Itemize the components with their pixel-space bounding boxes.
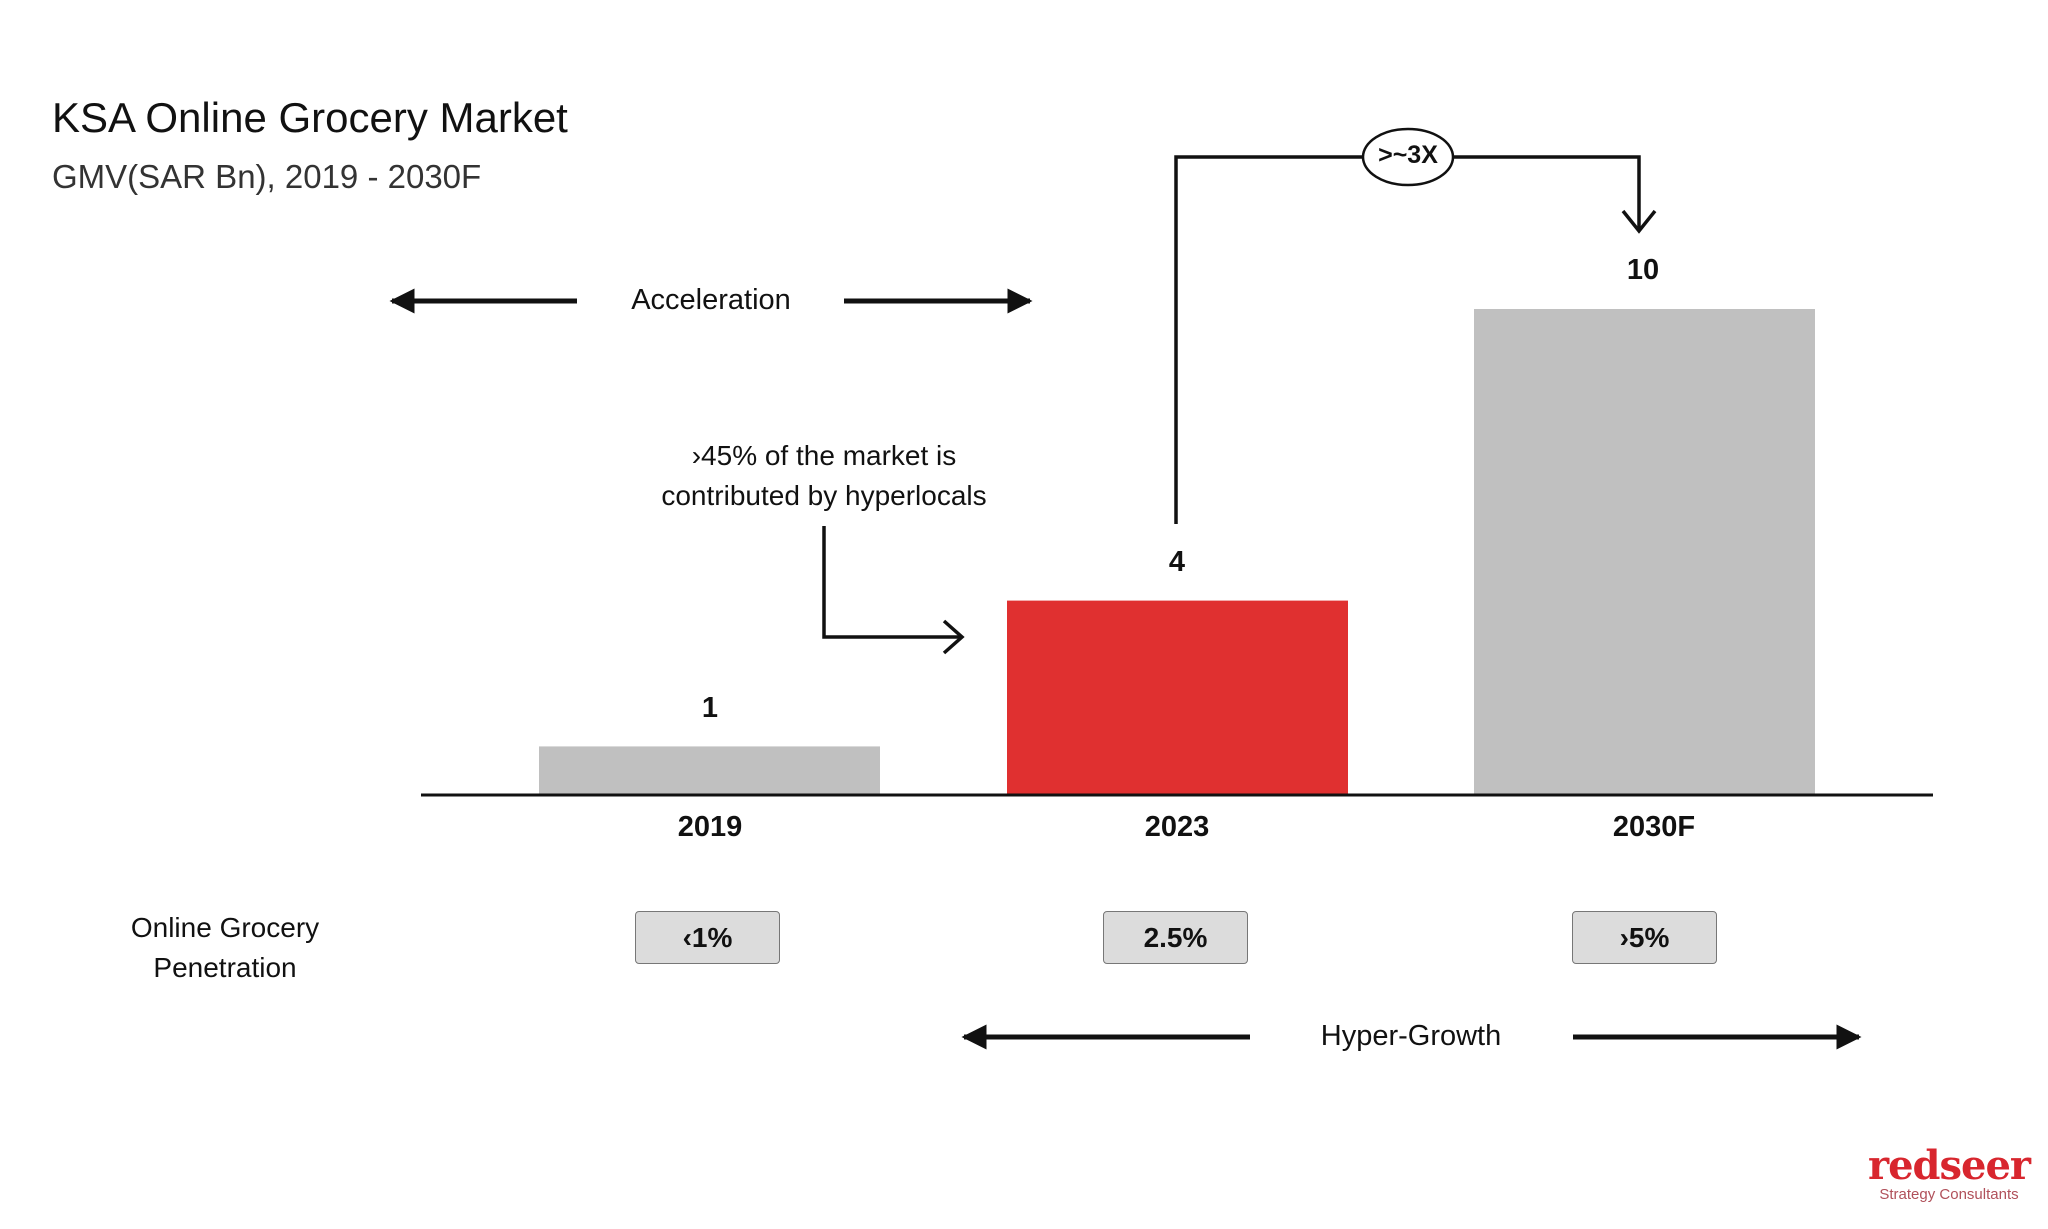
logo-wordmark: redseer — [1868, 1142, 2031, 1189]
hyperlocal-pointer-arrow — [822, 526, 962, 639]
penetration-box-2019: ‹1% — [635, 911, 780, 964]
penetration-box-2023: 2.5% — [1103, 911, 1248, 964]
hyperlocal-note-line2: contributed by hyperlocals — [661, 480, 987, 511]
bars-group — [539, 309, 1815, 795]
chart-subtitle: GMV(SAR Bn), 2019 - 2030F — [52, 158, 482, 195]
growth-multiple-label: >~3X — [1378, 141, 1438, 169]
hyperlocal-arrowhead-icon — [942, 619, 965, 655]
data-label-2019: 1 — [701, 692, 719, 724]
data-label-2030f: 10 — [1626, 254, 1660, 286]
penetration-label-line2: Penetration — [153, 952, 297, 983]
chart-title: KSA Online Grocery Market — [52, 94, 568, 141]
logo-tagline: Strategy Consultants — [1879, 1186, 2019, 1203]
hyperlocal-note-line1: ›45% of the market is — [691, 440, 957, 471]
acceleration-label: Acceleration — [631, 284, 791, 316]
bar-2019 — [539, 746, 880, 795]
x-tick-2019: 2019 — [677, 811, 743, 843]
bar-2030f — [1474, 309, 1815, 795]
penetration-box-2030f: ›5% — [1572, 911, 1717, 964]
redseer-logo: redseer Strategy Consultants — [1864, 1142, 2034, 1204]
penetration-label-line1: Online Grocery — [130, 912, 320, 943]
growth-arrowhead-icon — [1621, 209, 1657, 234]
bar-2023 — [1007, 600, 1348, 795]
hyper-growth-label: Hyper-Growth — [1320, 1020, 1502, 1052]
data-label-2023: 4 — [1168, 546, 1186, 578]
x-tick-2030f: 2030F — [1612, 811, 1696, 843]
growth-multiple-ellipse — [1361, 127, 1455, 187]
x-tick-2023: 2023 — [1144, 811, 1210, 843]
